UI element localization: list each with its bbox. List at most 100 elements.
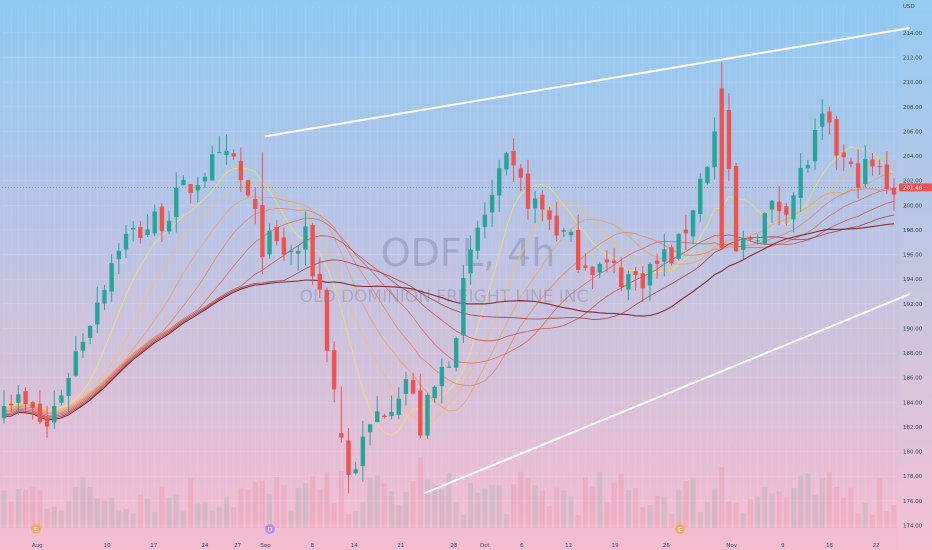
candle-body bbox=[733, 165, 739, 252]
volume-bar bbox=[740, 512, 746, 528]
candle-body bbox=[109, 263, 114, 292]
volume-bar bbox=[23, 490, 29, 528]
volume-bar bbox=[812, 495, 818, 528]
candle-body bbox=[339, 433, 344, 438]
candle-body bbox=[597, 263, 602, 273]
candle-body bbox=[683, 229, 689, 234]
volume-bar bbox=[460, 514, 466, 528]
candle-body bbox=[461, 277, 466, 336]
ma-line bbox=[3, 214, 895, 419]
volume-bar bbox=[346, 514, 352, 528]
ma-line bbox=[3, 158, 895, 424]
candle-body bbox=[568, 231, 574, 236]
candle-body bbox=[748, 238, 753, 240]
candle-body bbox=[425, 394, 430, 436]
volume-bar bbox=[640, 507, 646, 528]
y-tick-label: 200.00 bbox=[903, 203, 923, 209]
candle-body bbox=[611, 260, 617, 263]
candle-body bbox=[705, 166, 710, 184]
volume-bar bbox=[683, 480, 689, 528]
volume-bar bbox=[776, 491, 782, 528]
candle-body bbox=[525, 173, 531, 209]
volume-bar bbox=[697, 512, 703, 528]
candle-body bbox=[791, 195, 796, 220]
x-tick-label: 12 bbox=[565, 543, 572, 549]
trendline-lower bbox=[423, 293, 911, 495]
volume-bar bbox=[769, 493, 775, 528]
candle-body bbox=[834, 118, 839, 156]
volume-bar bbox=[503, 513, 509, 528]
volume-bar bbox=[417, 457, 423, 528]
candle-body bbox=[274, 227, 279, 242]
volume-bar bbox=[590, 486, 596, 528]
price-axis[interactable] bbox=[899, 0, 932, 550]
volume-bar bbox=[604, 502, 610, 528]
candle-body bbox=[44, 417, 50, 427]
volume-bar bbox=[30, 487, 36, 528]
candle-body bbox=[468, 249, 473, 274]
candle-body bbox=[805, 164, 811, 169]
candle-body bbox=[152, 211, 157, 234]
volume-bar bbox=[848, 487, 854, 528]
volume-bar bbox=[518, 471, 524, 528]
candle-body bbox=[532, 198, 538, 209]
candle-body bbox=[504, 153, 509, 170]
candle-body bbox=[181, 179, 186, 186]
volume-bar bbox=[554, 487, 560, 528]
candle-body bbox=[360, 436, 366, 467]
candle-body bbox=[267, 230, 272, 255]
candle-body bbox=[575, 229, 581, 270]
volume-bar bbox=[869, 514, 875, 528]
x-tick-label: 21 bbox=[397, 543, 404, 549]
volume-bar bbox=[647, 505, 653, 528]
x-tick-label: 14 bbox=[351, 543, 358, 549]
volume-bar bbox=[661, 496, 667, 528]
volume-bar bbox=[468, 482, 474, 528]
candle-body bbox=[66, 378, 71, 397]
trend-lines bbox=[264, 26, 911, 495]
x-axis-labels: Aug 10 17 24 27 Sep 8 14 21 28 Oct 6 12 19 26 Nov 9 16 22 bbox=[32, 543, 880, 549]
watermark-symbol: ODFL, 4h bbox=[381, 231, 556, 275]
candle-body bbox=[382, 415, 387, 418]
last-price-badge bbox=[899, 183, 932, 192]
candle-body bbox=[23, 391, 28, 405]
volume-bar bbox=[15, 488, 21, 528]
x-tick-label: 10 bbox=[104, 543, 111, 549]
candle-body bbox=[439, 366, 445, 387]
x-tick-label: 19 bbox=[612, 543, 619, 549]
candle-body bbox=[410, 380, 416, 394]
candle-body bbox=[547, 210, 552, 220]
y-tick-label: 184.00 bbox=[903, 400, 923, 406]
candle-body bbox=[812, 129, 818, 162]
candle-body bbox=[16, 394, 21, 403]
ma-line bbox=[3, 200, 895, 418]
volume-bar bbox=[8, 501, 14, 528]
y-tick-label: 178.00 bbox=[903, 474, 923, 480]
candle-body bbox=[1, 406, 7, 419]
candle-body bbox=[518, 168, 523, 178]
volume-bar bbox=[568, 496, 574, 528]
candle-body bbox=[159, 206, 165, 232]
last-price-label: 201.46 bbox=[903, 185, 923, 191]
candle-body bbox=[367, 424, 373, 433]
volume-bar bbox=[704, 502, 710, 528]
volume-bar bbox=[841, 497, 847, 528]
volume-bar bbox=[245, 489, 251, 528]
candle-body bbox=[116, 250, 122, 260]
y-tick-label: 206.00 bbox=[903, 129, 923, 135]
volume-bar bbox=[58, 510, 64, 528]
volume-bar bbox=[238, 488, 244, 528]
volume-bar bbox=[1, 490, 7, 528]
event-marker bbox=[31, 524, 41, 534]
candle-body bbox=[841, 152, 846, 158]
x-tick-label: Oct bbox=[480, 543, 490, 549]
volume-bar bbox=[862, 503, 868, 528]
event-marker-label: D bbox=[268, 527, 273, 534]
candle-body bbox=[95, 302, 100, 325]
volume-bar bbox=[410, 481, 416, 528]
candle-body bbox=[798, 167, 803, 198]
candle-body bbox=[604, 259, 610, 263]
volume-bar bbox=[525, 477, 531, 528]
volume-bar bbox=[877, 478, 883, 528]
candle-body bbox=[166, 220, 172, 232]
